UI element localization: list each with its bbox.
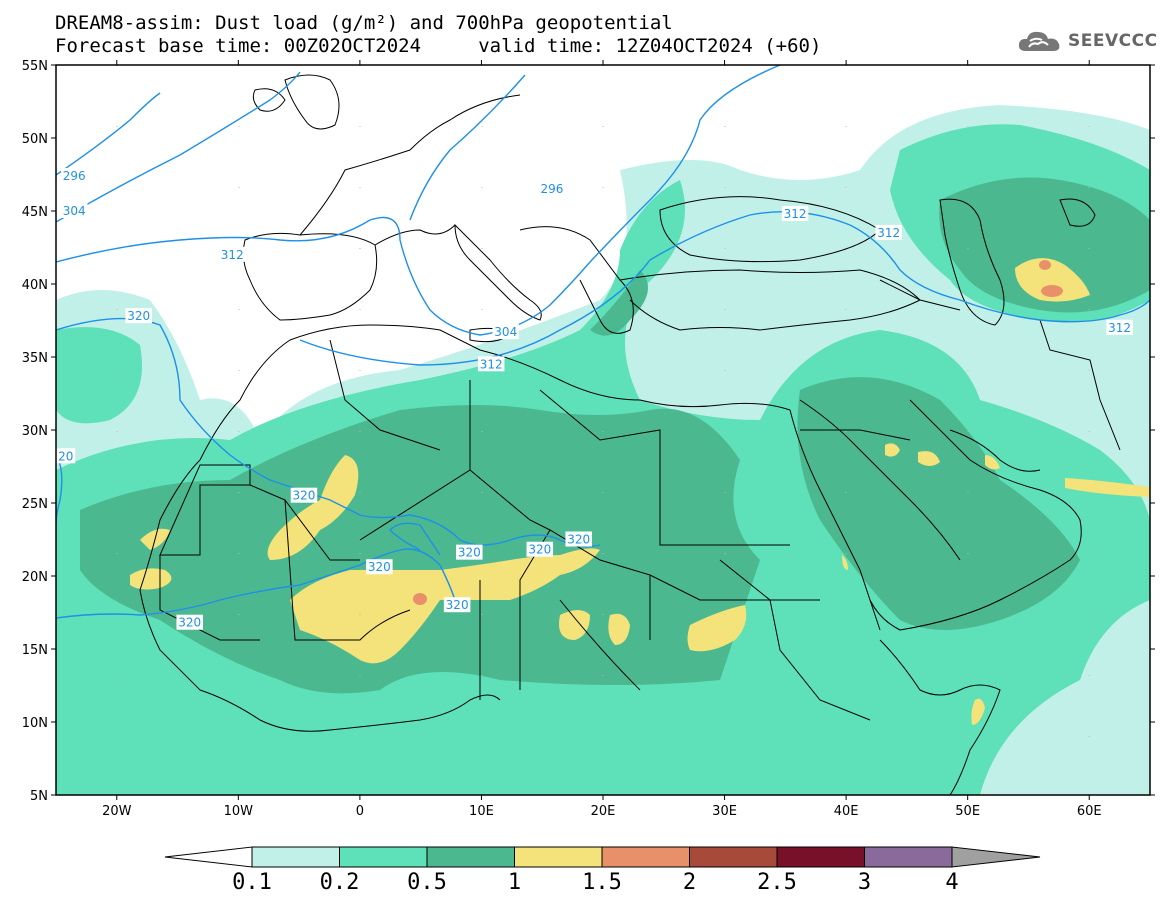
contour-label: 304 [63,204,86,218]
contour-label-bg [526,541,554,557]
lon-tick-label: 20E [591,804,616,819]
contour-labels: 296 304 312 320 20 296 304 312 312 312 312 320 320 32… [56,167,1133,630]
contour-label: 320 [127,309,150,323]
contour-label: 296 [540,182,563,196]
lat-tick-label: 35N [22,351,48,366]
contour-label: 296 [63,169,86,183]
forecast-time-subtitle: Forecast base time: 00Z02OCT2024 valid t… [55,35,822,57]
seevccc-logo: SEEVCCC [1016,26,1158,56]
contour-label: 320 [368,560,391,574]
contour-label-bg [219,246,246,262]
colorbar-level-label: 0.5 [407,870,447,895]
lat-tick-label: 30N [22,424,48,439]
colorbar-swatch [601,846,690,868]
contour-label-bg [125,308,152,324]
contour-label: 320 [446,598,469,612]
colorbar-swatch [339,846,428,868]
colorbar-level-label: 2.5 [757,870,797,895]
lon-tick-label: 30E [712,804,737,819]
dust-shading-1 [130,258,1150,725]
map-content: 296 304 312 320 20 296 304 312 312 312 312 320 320 32… [56,65,1150,795]
colorbar-level-label: 1.5 [582,870,622,895]
contour-label-bg [456,544,483,560]
contour-label-bg [366,559,393,575]
contour-label: 312 [1108,321,1131,335]
contour-label-bg [565,531,592,547]
contour-label: 304 [494,325,517,339]
lat-tick-label: 45N [22,205,48,220]
contour-label: 312 [877,226,900,240]
colorbar-under-arrow [164,846,253,868]
colorbar-swatch [514,846,603,868]
contour-label: 320 [567,533,590,547]
colorbar-level-label: 4 [945,870,958,895]
logo-text: SEEVCCC [1068,31,1158,51]
coastlines [139,74,1121,795]
contour-label: 312 [221,248,244,262]
contour-label-bg [56,448,76,464]
contour-label-bg [176,614,203,630]
lon-tick-label: 0 [356,804,364,819]
lon-tick-label: 20W [102,804,132,819]
contour-label: 320 [528,543,551,557]
colorbar-swatch [251,846,340,868]
lat-tick-label: 40N [22,278,48,293]
colorbar-level-label: 0.1 [232,870,272,895]
contour-label: 320 [458,546,481,560]
cloud-icon [1018,31,1060,51]
longitude-axis: 20W 10W 0 10E 20E 30E 40E 50E 60E [102,60,1102,819]
contour-label-bg [875,224,902,240]
lat-tick-label: 10N [22,716,48,731]
lat-tick-label: 15N [22,643,48,658]
contour-label-bg [60,203,88,218]
colorbar-over-arrow [951,846,1041,868]
contour-label: 320 [178,616,201,630]
contour-label-bg [492,324,520,340]
lat-tick-label: 50N [22,132,48,147]
colorbar-swatch [426,846,515,868]
colorbar-level-label: 0.2 [320,870,360,895]
colorbar-level-label: 2 [683,870,696,895]
contour-label: 312 [480,357,503,371]
lon-tick-label: 10W [224,804,254,819]
contour-label-bg [443,597,471,613]
map-title: DREAM8-assim: Dust load (g/m²) and 700hP… [55,12,673,34]
colorbar-swatch [864,846,953,868]
latitude-axis: 55N 50N 45N 40N 35N 30N 25N 20N 15N 10N 5N [22,59,1155,804]
contour-label-bg [1106,319,1133,335]
colorbar-swatch [689,846,778,868]
colorbar-swatch [776,846,865,868]
colorbar: 0.1 0.2 0.5 1 1.5 2 2.5 3 4 [164,846,1041,895]
contour-label-bg [290,487,318,503]
colorbar-level-label: 1 [508,870,521,895]
lat-tick-label: 20N [22,570,48,585]
contour-label-bg [477,356,505,372]
lat-tick-label: 25N [22,497,48,512]
contour-label-bg [60,167,88,183]
lat-tick-label: 5N [30,789,48,804]
contour-label: 320 [293,489,316,503]
lon-tick-label: 40E [834,804,859,819]
contour-label-bg [538,181,566,197]
contour-label: 20 [58,449,73,463]
lon-tick-label: 60E [1077,804,1102,819]
contour-label-bg [781,205,809,221]
contour-label: 312 [784,207,807,221]
lon-tick-label: 10E [469,804,494,819]
colorbar-level-label: 3 [858,870,871,895]
dust-shading-1.5 [413,260,1063,605]
lat-tick-label: 55N [22,59,48,74]
lon-tick-label: 50E [955,804,980,819]
